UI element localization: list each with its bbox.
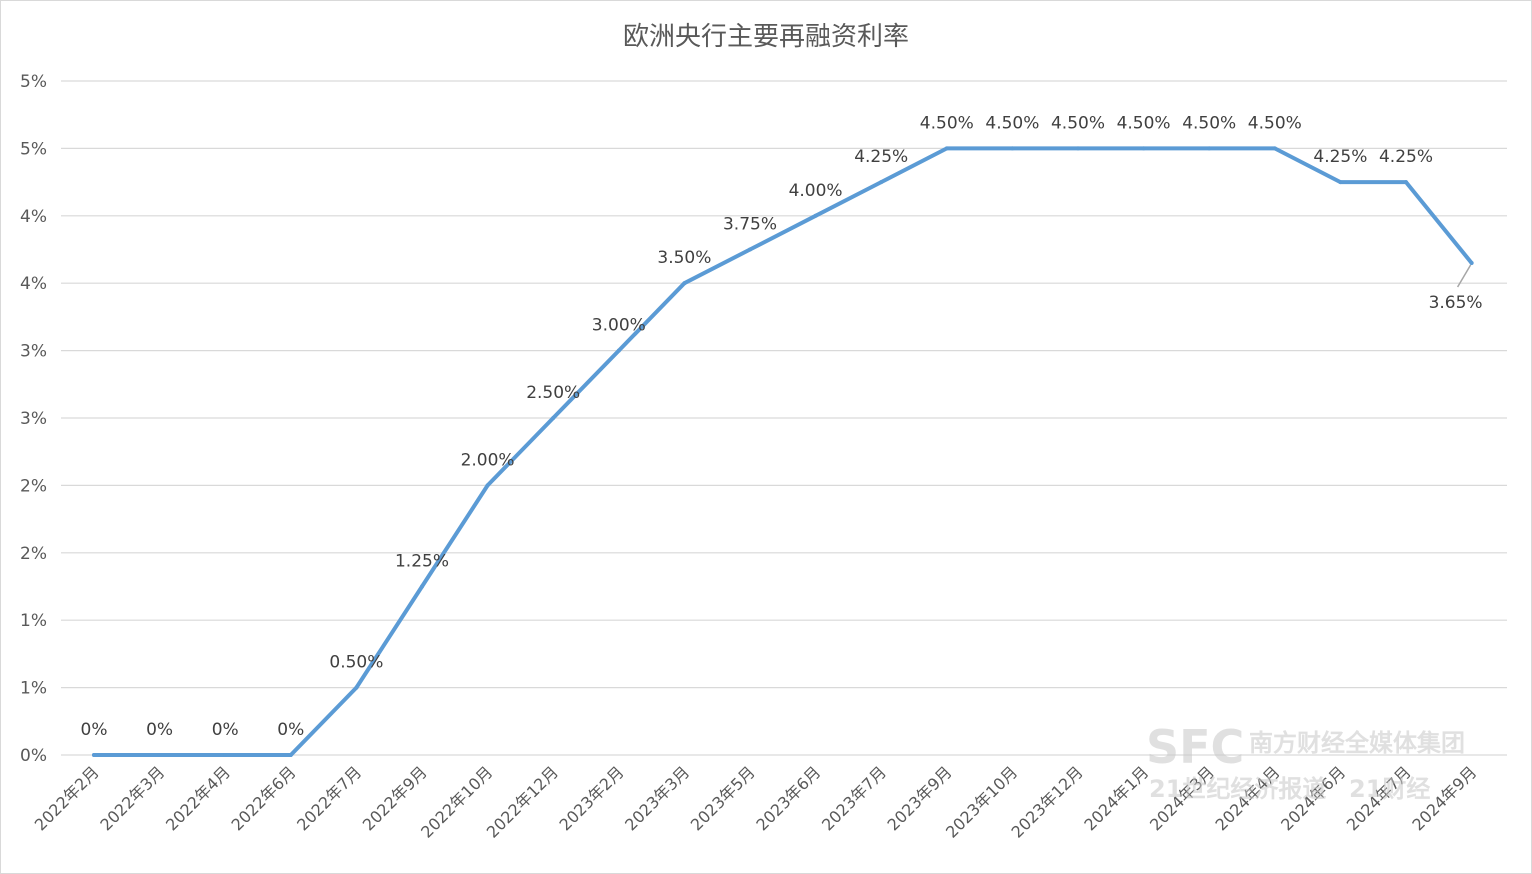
x-tick-label: 2022年2月 — [31, 762, 103, 834]
x-tick-label: 2022年6月 — [228, 762, 300, 834]
data-label: 4.25% — [1379, 147, 1433, 167]
x-tick-label: 2023年9月 — [884, 762, 956, 834]
watermark-group-name: 南方财经全媒体集团 — [1249, 729, 1465, 757]
label-leader-line — [1456, 264, 1472, 288]
x-tick-label: 2022年9月 — [359, 762, 431, 834]
x-tick-label: 2023年5月 — [687, 762, 759, 834]
data-point — [223, 753, 228, 757]
data-label: 4.25% — [854, 147, 908, 167]
data-label: 3.65% — [1429, 293, 1483, 313]
data-label: 0% — [277, 720, 304, 740]
watermark-brand-name: 21财经 — [1349, 775, 1430, 803]
data-point — [420, 584, 424, 589]
data-label: 3.50% — [657, 248, 711, 268]
data-point — [1272, 146, 1277, 151]
y-tick-label: 5% — [20, 72, 47, 92]
x-tick-label: 2023年3月 — [621, 762, 693, 834]
data-point — [1207, 146, 1212, 151]
data-label: 4.50% — [1051, 113, 1105, 133]
watermark-sfc: SFC — [1146, 720, 1244, 774]
data-label: 3.75% — [723, 215, 777, 235]
watermark-channel-name: 21世纪经济报道 — [1149, 775, 1326, 803]
y-tick-label: 1% — [20, 679, 47, 699]
y-tick-label: 5% — [20, 139, 47, 159]
data-point — [748, 247, 752, 252]
data-label: 2.50% — [526, 383, 580, 403]
y-tick-label: 2% — [20, 544, 47, 564]
data-point — [551, 416, 556, 420]
data-label: 4.50% — [1182, 113, 1236, 133]
data-label: 4.50% — [1248, 113, 1302, 133]
data-label: 0% — [146, 720, 173, 740]
data-point — [879, 180, 884, 185]
y-tick-label: 3% — [20, 342, 47, 362]
data-point — [1469, 260, 1474, 265]
y-tick-label: 4% — [20, 207, 47, 227]
data-label: 0.50% — [329, 653, 383, 673]
data-point — [1010, 146, 1015, 151]
data-label: 1.25% — [395, 552, 449, 572]
data-point — [944, 146, 949, 151]
series-layer — [92, 146, 1474, 757]
series-line — [92, 146, 1474, 757]
x-tick-label: 2023年2月 — [556, 762, 628, 834]
y-tick-label: 3% — [20, 409, 47, 429]
x-tick-label: 2023年7月 — [818, 762, 890, 834]
data-label: 0% — [212, 720, 239, 740]
y-axis-ticks: 0% 1% 1% 2% 2% 3% 3% 4% 4% 5% 5% — [20, 72, 47, 766]
x-tick-label: 2024年1月 — [1080, 762, 1152, 834]
data-labels: 0% 0% 0% 0% 0.50% 1.25% 2.00% 2.50% 3.00% 3.50% 3.… — [81, 113, 1483, 740]
x-tick-label: 2023年6月 — [752, 762, 824, 834]
data-point — [1404, 180, 1408, 185]
watermark-logo: SFC 南方财经全媒体集团 21世纪经济报道 21财经 — [1146, 720, 1465, 803]
x-tick-label: 2022年7月 — [293, 762, 365, 834]
data-label: 4.00% — [789, 181, 843, 201]
data-point — [682, 281, 687, 286]
y-tick-label: 0% — [20, 746, 47, 766]
data-point — [157, 753, 162, 757]
data-point — [1338, 180, 1343, 185]
data-point — [288, 753, 293, 757]
data-point — [485, 483, 490, 488]
y-tick-label: 4% — [20, 274, 47, 294]
y-tick-label: 1% — [20, 611, 47, 631]
data-label: 3.00% — [592, 316, 646, 336]
x-tick-label: 2022年4月 — [162, 762, 234, 834]
data-point — [1141, 146, 1146, 151]
data-label: 4.50% — [1117, 113, 1171, 133]
data-label: 4.50% — [985, 113, 1039, 133]
data-label: 4.50% — [920, 113, 974, 133]
data-label: 0% — [81, 720, 108, 740]
y-tick-label: 2% — [20, 476, 47, 496]
data-label: 4.25% — [1313, 147, 1367, 167]
data-point — [1076, 146, 1080, 151]
chart-title: 欧洲央行主要再融资利率 — [623, 22, 909, 52]
gridlines — [61, 80, 1507, 756]
x-tick-label: 2022年3月 — [96, 762, 168, 834]
data-point — [616, 348, 621, 353]
data-point — [813, 213, 818, 218]
data-point — [92, 753, 96, 757]
data-label: 2.00% — [461, 450, 515, 470]
data-point — [354, 685, 359, 690]
